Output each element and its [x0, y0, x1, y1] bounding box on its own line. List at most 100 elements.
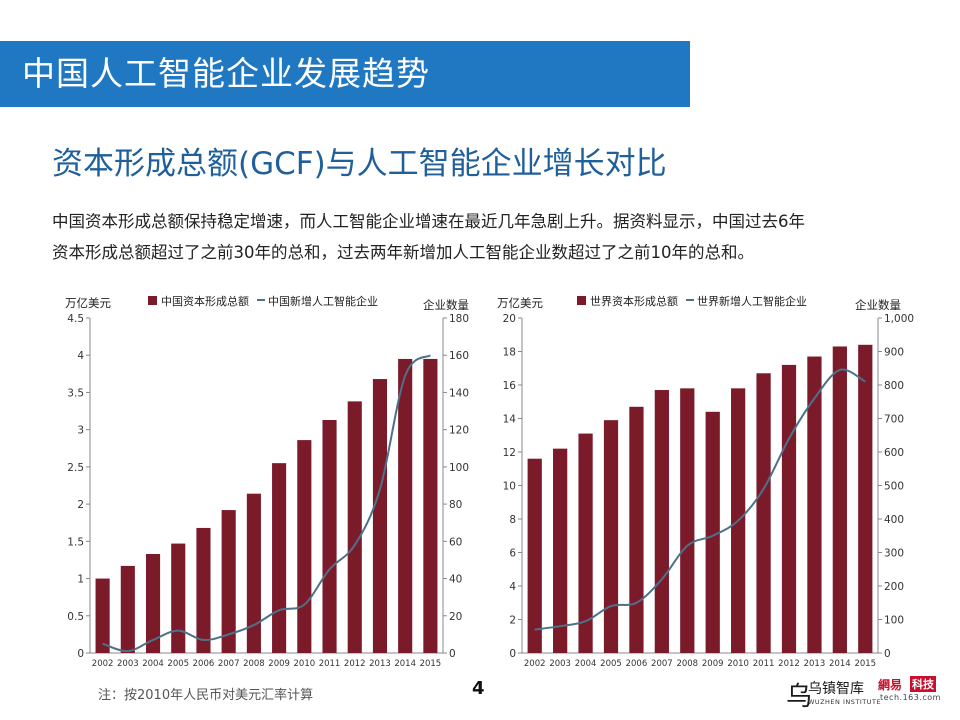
left-tick-label: 3.5: [67, 387, 84, 399]
legend-label-line: 世界新增人工智能企业: [697, 294, 807, 308]
left-tick-label: 10: [503, 481, 516, 493]
china-chart-svg: 4.5 4 3.5 3 2.5 2 1.5 1 0.5 0 180 160 140 120 100 80 60 4…: [65, 294, 469, 669]
left-tick-label: 4: [509, 581, 516, 593]
right-tick-label: 800: [884, 380, 904, 392]
right-tick-label: 180: [449, 313, 469, 325]
right-tick-label: 100: [884, 615, 904, 627]
bar: [221, 510, 236, 653]
x-tick-label: 2007: [218, 659, 240, 669]
body-line-2: 资本形成总额超过了之前30年的总和，过去两年新增加人工智能企业数超过了之前10年…: [52, 243, 754, 262]
bar: [629, 406, 644, 653]
china-chart: 4.5 4 3.5 3 2.5 2 1.5 1 0.5 0 180 160 140 120 100 80 60 4…: [60, 290, 500, 680]
legend-label-line: 中国新增人工智能企业: [268, 294, 378, 308]
left-tick-label: 4.5: [67, 313, 84, 325]
left-tick-label: 2: [77, 499, 84, 511]
x-tick-label: 2002: [524, 659, 546, 669]
tech-logo-text: 科技: [910, 676, 936, 692]
right-tick-label: 0: [884, 648, 891, 660]
legend-swatch-bar: [577, 296, 586, 305]
bar: [832, 346, 847, 653]
body-line-1: 中国资本形成总额保持稳定增速，而人工智能企业增速在最近几年急剧上升。据资料显示，…: [52, 212, 805, 231]
left-tick-label: 1.5: [67, 536, 84, 548]
bar: [553, 448, 568, 653]
footnote: 注：按2010年人民币对美元汇率计算: [98, 688, 314, 703]
bar: [527, 458, 542, 653]
x-tick-label: 2002: [92, 659, 114, 669]
legend-label-bar: 中国资本形成总额: [161, 294, 249, 308]
bar: [372, 379, 388, 653]
x-tick-label: 2003: [549, 659, 571, 669]
netease-url: tech.163.com: [880, 693, 941, 702]
page-title: 中国人工智能企业发展趋势: [22, 54, 430, 93]
right-tick-label: 200: [884, 581, 904, 593]
bar: [603, 420, 619, 653]
bar: [145, 553, 161, 653]
x-tick-label: 2011: [753, 659, 775, 669]
bar: [120, 565, 135, 653]
x-tick-label: 2012: [778, 659, 800, 669]
bar: [423, 358, 438, 653]
x-tick-label: 2013: [804, 659, 826, 669]
left-tick-label: 6: [509, 548, 516, 560]
series-line: [102, 354, 432, 653]
x-tick-label: 2013: [369, 659, 391, 669]
right-tick-label: 40: [449, 574, 462, 586]
legend-swatch-bar: [148, 296, 157, 305]
x-tick-label: 2014: [394, 659, 416, 669]
x-tick-label: 2011: [319, 659, 341, 669]
right-tick-label: 700: [884, 414, 904, 426]
left-tick-label: 12: [503, 447, 516, 459]
left-tick-label: 8: [509, 514, 516, 526]
x-tick-label: 2012: [344, 659, 366, 669]
right-tick-label: 20: [449, 611, 462, 623]
x-tick-label: 2007: [651, 659, 673, 669]
bar: [196, 527, 211, 653]
left-tick-label: 0: [509, 648, 516, 660]
bar: [398, 358, 413, 653]
left-tick-label: 20: [503, 313, 516, 325]
left-tick-label: 2.5: [67, 462, 84, 474]
series-line: [534, 368, 866, 631]
x-tick-label: 2008: [676, 659, 698, 669]
left-tick-label: 0: [77, 648, 84, 660]
bar: [95, 578, 110, 653]
world-chart: 20 18 16 14 12 10 8 6 4 2 0 1,000 900 800 700 600 500 400…: [495, 290, 935, 680]
bar: [171, 543, 186, 653]
x-tick-label: 2008: [243, 659, 265, 669]
x-tick-label: 2003: [117, 659, 139, 669]
bar: [347, 401, 362, 653]
x-tick-label: 2005: [167, 659, 189, 669]
x-tick-label: 2004: [142, 659, 164, 669]
left-tick-label: 16: [503, 380, 517, 392]
right-tick-label: 120: [449, 425, 469, 437]
y-axis-title: 万亿美元: [65, 296, 111, 310]
y-axis-right-title: 企业数量: [423, 298, 469, 312]
x-tick-label: 2010: [727, 659, 749, 669]
bar: [654, 390, 669, 653]
left-tick-label: 2: [509, 615, 516, 627]
body-paragraph: 中国资本形成总额保持稳定增速，而人工智能企业增速在最近几年急剧上升。据资料显示，…: [52, 206, 912, 268]
bar: [705, 411, 720, 653]
right-tick-label: 100: [449, 462, 469, 474]
section-subtitle: 资本形成总额(GCF)与人工智能企业增长对比: [52, 146, 667, 182]
x-tick-label: 2006: [626, 659, 648, 669]
right-tick-label: 80: [449, 499, 462, 511]
legend-label-bar: 世界资本形成总额: [590, 294, 678, 308]
x-tick-label: 2014: [829, 659, 851, 669]
right-tick-label: 160: [449, 350, 469, 362]
x-tick-label: 2015: [854, 659, 876, 669]
wuzhen-mark: 乌: [786, 682, 813, 712]
right-tick-label: 300: [884, 548, 904, 560]
world-chart-svg: 201816141210864201,000900800700600500400…: [497, 294, 914, 669]
x-tick-label: 2010: [294, 659, 316, 669]
right-tick-label: 1,000: [884, 313, 914, 325]
wuzhen-logo-cn: 乌镇智库: [808, 681, 864, 697]
bar: [297, 440, 312, 653]
netease-logo-text: 網易: [878, 678, 903, 692]
x-tick-label: 2004: [575, 659, 597, 669]
wuzhen-logo: 乌 乌镇智库 WUZHEN INSTITUTE: [786, 676, 881, 712]
right-tick-label: 60: [449, 536, 462, 548]
x-tick-label: 2015: [420, 659, 442, 669]
x-tick-label: 2005: [600, 659, 622, 669]
left-tick-label: 14: [503, 414, 517, 426]
